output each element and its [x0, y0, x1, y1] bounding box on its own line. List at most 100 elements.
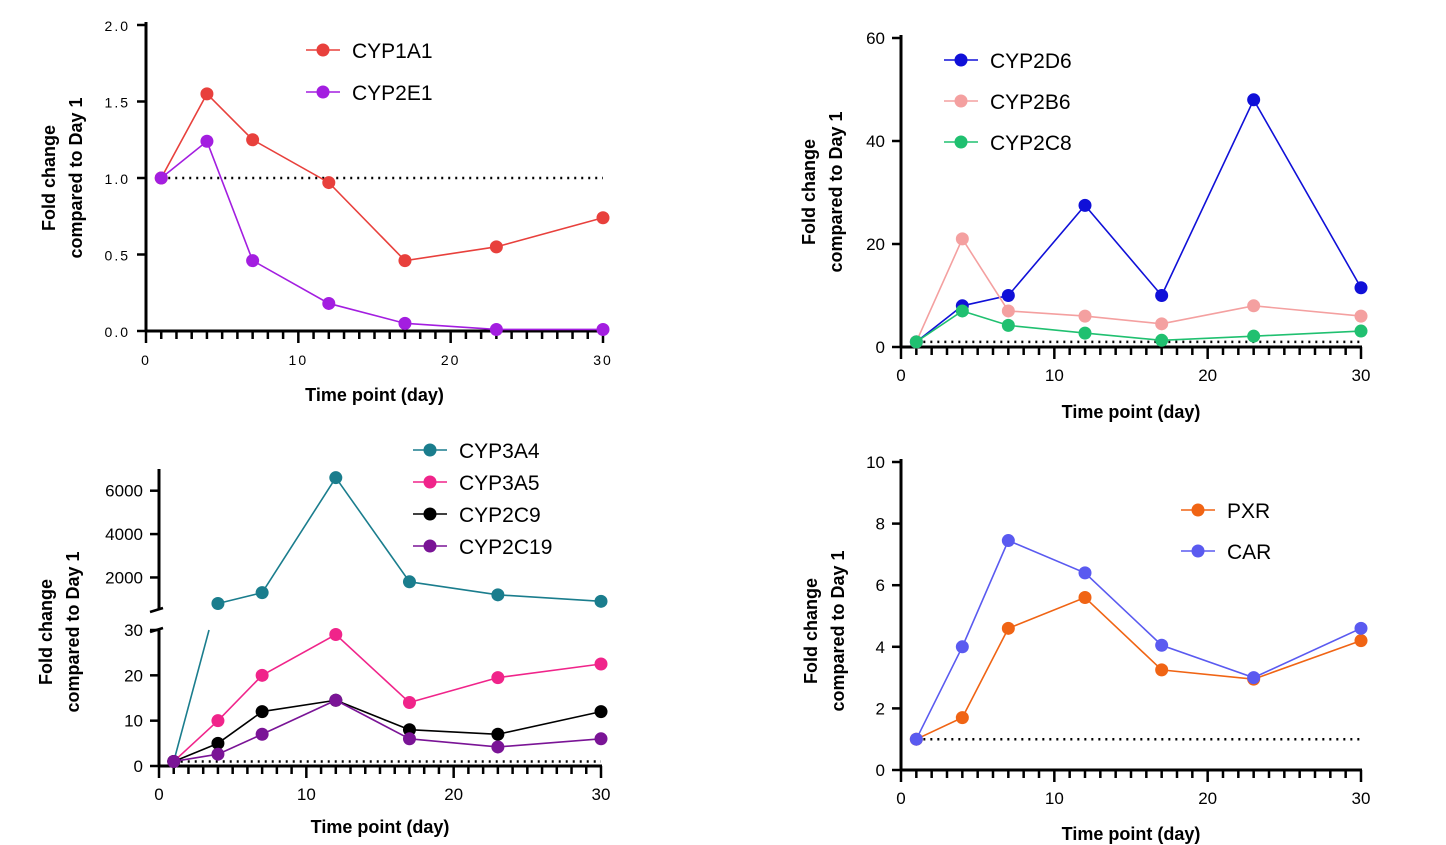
series-CYP2C19	[167, 693, 608, 768]
data-point	[398, 316, 412, 330]
data-point	[1354, 621, 1368, 635]
series-line	[335, 477, 411, 583]
y-axis-title: compared to Day 1	[828, 550, 848, 711]
y-axis-title: Fold change	[36, 579, 56, 685]
series-line	[217, 710, 263, 744]
data-point	[491, 671, 505, 685]
series-line	[915, 596, 1362, 740]
data-point	[398, 254, 412, 268]
series-line	[409, 676, 499, 704]
x-tick-label: 0	[141, 352, 151, 368]
x-tick-label: 20	[1198, 789, 1217, 808]
data-point	[255, 705, 269, 719]
data-point	[909, 335, 923, 349]
legend-item: CYP3A5	[413, 472, 540, 495]
data-point	[955, 640, 969, 654]
data-point	[1078, 591, 1092, 605]
y-tick-label: 20	[124, 666, 143, 685]
data-point	[329, 471, 343, 485]
series-line	[915, 237, 1362, 343]
legend-label: CAR	[1227, 541, 1271, 564]
y-axis-title: compared to Day 1	[826, 111, 846, 272]
series-line	[217, 591, 263, 605]
data-point	[1001, 318, 1015, 332]
data-point	[1247, 671, 1261, 685]
data-point	[211, 596, 225, 610]
legend-label: CYP1A1	[352, 40, 433, 63]
data-point	[489, 322, 503, 336]
x-tick-label: 0	[896, 366, 905, 385]
series-CYP1A1	[154, 87, 610, 268]
series-line	[497, 710, 602, 736]
y-axis-title: compared to Day 1	[63, 551, 83, 712]
series-line	[409, 738, 498, 748]
series-CYP2B6	[909, 232, 1368, 349]
data-point	[1155, 638, 1169, 652]
data-point	[909, 732, 923, 746]
legend-marker	[954, 53, 968, 67]
series-line	[335, 699, 410, 740]
data-point	[1155, 317, 1169, 331]
data-point	[594, 594, 608, 608]
y-tick-label: 0.5	[105, 248, 130, 264]
legend-label: CYP2C9	[459, 504, 541, 527]
y-tick-label: 20	[866, 235, 885, 254]
y-tick-label: 1.5	[105, 95, 130, 111]
data-point	[955, 711, 969, 725]
y-tick-label: 0	[876, 761, 885, 780]
legend-marker	[954, 135, 968, 149]
y-tick-label: 2.0	[105, 18, 130, 34]
series-line	[173, 753, 219, 763]
y-tick-label: 10	[124, 712, 143, 731]
series-line	[335, 699, 410, 731]
data-point	[491, 740, 505, 754]
series-line	[497, 738, 602, 748]
series-line	[261, 699, 337, 735]
x-tick-label: 30	[1352, 366, 1371, 385]
legend-label: CYP3A4	[459, 440, 540, 463]
chart-panel-p1: 0.0 0.5 1.0 1.5 2.0 0 10 20 30 Time point (day) Fo…	[39, 18, 613, 405]
x-tick-label: 10	[297, 785, 316, 804]
series-line	[335, 633, 411, 704]
y-tick-label: 0	[876, 338, 885, 357]
x-tick-label: 30	[593, 352, 613, 368]
series-line	[497, 663, 602, 679]
series-CYP2E1	[154, 134, 610, 336]
legend-item: CYP2C19	[413, 536, 552, 559]
data-point	[246, 254, 260, 268]
legend-item: CYP3A4	[413, 440, 540, 463]
data-point	[246, 133, 260, 147]
y-tick-label: 0	[134, 757, 143, 776]
y-tick-label: 10	[866, 453, 885, 472]
legend-label: CYP3A5	[459, 472, 540, 495]
legend-marker	[954, 94, 968, 108]
data-point	[489, 240, 503, 254]
data-point	[596, 211, 610, 225]
legend-marker	[423, 443, 437, 457]
data-point	[1354, 634, 1368, 648]
y-axis-title: Fold change	[39, 125, 59, 231]
legend-item: CYP2C8	[944, 132, 1072, 155]
legend-marker	[316, 85, 330, 99]
legend-label: CYP2C19	[459, 536, 552, 559]
series-line	[409, 728, 498, 736]
data-point	[594, 705, 608, 719]
data-point	[322, 296, 336, 310]
legend-marker	[423, 539, 437, 553]
data-point	[322, 176, 336, 190]
x-tick-label: 20	[441, 352, 461, 368]
data-point	[491, 588, 505, 602]
legend-item: PXR	[1181, 500, 1270, 523]
y-axis-title: compared to Day 1	[66, 97, 86, 258]
y-tick-label: 0.0	[105, 324, 130, 340]
data-point	[1247, 329, 1261, 343]
series-line	[262, 699, 336, 713]
chart-panel-p4: 0 2 4 6 8 10 0 10 20 30 Time point (day) Fold chang…	[801, 453, 1370, 844]
data-point	[154, 171, 168, 185]
legend-marker	[316, 43, 330, 57]
data-point	[1354, 324, 1368, 338]
y-tick-label: 60	[866, 29, 885, 48]
series-CAR	[909, 534, 1368, 746]
data-point	[200, 134, 214, 148]
